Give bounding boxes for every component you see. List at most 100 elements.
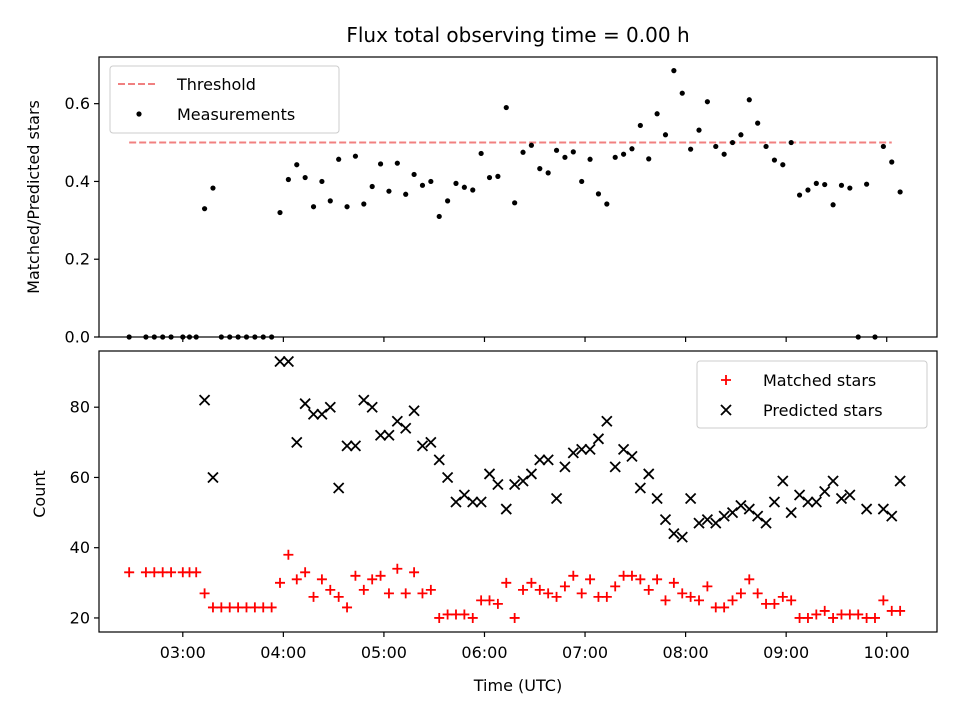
measurement-point: [394, 160, 400, 166]
matched-stars-point: [861, 612, 872, 623]
measurement-point: [269, 334, 275, 340]
matched-stars-point: [300, 567, 311, 578]
matched-stars-point: [635, 574, 646, 585]
matched-stars-point: [375, 570, 386, 581]
predicted-stars-point: [358, 394, 370, 406]
matched-stars-point: [668, 577, 679, 588]
predicted-stars-point: [877, 503, 890, 515]
bottom-x-tick-label: 07:00: [562, 643, 608, 662]
predicted-stars-point: [735, 499, 747, 512]
measurement-point: [822, 181, 828, 188]
predicted-stars-point: [349, 440, 362, 452]
predicted-stars-point: [668, 528, 680, 540]
matched-stars-point: [199, 588, 210, 599]
bottom-x-tick-label: 05:00: [361, 643, 407, 662]
measurement-point: [361, 201, 367, 207]
measurement-point: [495, 173, 501, 179]
top-y-axis-label: Matched/Predicted stars: [24, 100, 43, 294]
matched-stars-point: [685, 591, 696, 602]
measurement-point: [646, 156, 652, 162]
matched-stars-point: [710, 602, 721, 613]
matched-stars-point: [610, 581, 621, 592]
predicted-stars-point: [324, 401, 336, 413]
matched-stars-point: [677, 588, 688, 599]
measurement-point: [537, 166, 543, 172]
legend-measurements-swatch: [136, 111, 142, 117]
predicted-stars-point: [316, 408, 328, 420]
measurement-point: [620, 151, 627, 157]
measurement-point: [813, 180, 819, 186]
measurement-point: [671, 68, 677, 74]
predicted-stars-point: [450, 496, 462, 508]
measurement-point: [545, 170, 551, 176]
matched-stars-point: [325, 584, 336, 595]
measurement-point: [126, 334, 132, 340]
matched-stars-point: [576, 588, 587, 599]
predicted-stars-point: [676, 531, 688, 543]
predicted-stars-point: [517, 475, 529, 487]
measurement-point: [193, 334, 199, 340]
measurement-point: [411, 171, 417, 178]
bottom-x-tick-label: 10:00: [864, 643, 910, 662]
predicted-stars-point: [634, 482, 646, 494]
measurement-point: [553, 147, 560, 153]
matched-stars-point: [886, 605, 897, 616]
measurement-point: [637, 122, 643, 129]
predicted-stars-point: [366, 401, 378, 413]
matched-stars-point: [652, 574, 663, 585]
measurement-point: [713, 143, 719, 150]
predicted-stars-point: [307, 408, 320, 420]
matched-stars-point: [526, 577, 537, 588]
measurement-point: [478, 150, 484, 157]
matched-stars-point: [266, 602, 277, 613]
predicted-stars-point: [592, 433, 605, 445]
matched-stars-point: [207, 602, 218, 613]
matched-stars-point: [224, 602, 235, 613]
measurement-point: [579, 178, 585, 185]
top-y-tick-label: 0.0: [65, 328, 90, 347]
bottom-legend: Matched stars Predicted stars: [696, 360, 928, 429]
measurement-point: [428, 178, 434, 185]
predicted-stars-point: [500, 503, 512, 515]
matched-stars-point: [459, 609, 470, 620]
measurement-point: [243, 334, 250, 340]
matched-stars-point: [559, 581, 570, 592]
matched-stars-point: [358, 584, 369, 595]
measurement-point: [662, 132, 669, 138]
matched-stars-point: [166, 567, 177, 578]
predicted-stars-point: [458, 489, 471, 501]
measurement-point: [260, 334, 266, 340]
matched-stars-point: [434, 612, 445, 623]
measurement-point: [336, 156, 342, 162]
predicted-stars-point: [509, 478, 521, 491]
measurement-point: [453, 180, 459, 186]
measurement-point: [302, 174, 308, 181]
predicted-stars-point: [475, 496, 487, 508]
matched-stars-point: [233, 602, 244, 613]
measurement-point: [562, 154, 568, 160]
measurement-point: [210, 185, 216, 191]
measurement-point: [235, 334, 241, 340]
matched-stars-point: [140, 567, 151, 578]
predicted-stars-point: [207, 471, 219, 484]
matched-stars-point: [844, 609, 855, 620]
measurement-point: [830, 202, 836, 208]
matched-stars-point: [769, 598, 780, 609]
matched-stars-point: [752, 588, 763, 599]
matched-stars-point: [585, 574, 596, 585]
predicted-stars-point: [760, 517, 772, 529]
matched-stars-point: [367, 574, 378, 585]
legend-threshold-label: Threshold: [176, 75, 256, 94]
matched-stars-point: [409, 567, 420, 578]
matched-stars-point: [626, 570, 637, 581]
top-plot-area: 0.0 0.2 0.4 0.6 Threshold Measurements: [65, 56, 938, 347]
measurement-point: [218, 334, 224, 340]
measurement-point: [696, 127, 702, 133]
matched-stars-point: [618, 570, 629, 581]
top-legend-box: [109, 65, 340, 134]
predicted-stars-point: [802, 496, 814, 508]
top-y-tick-label: 0.6: [65, 94, 90, 113]
predicted-stars-point: [819, 485, 831, 498]
matched-stars-point: [484, 595, 495, 606]
